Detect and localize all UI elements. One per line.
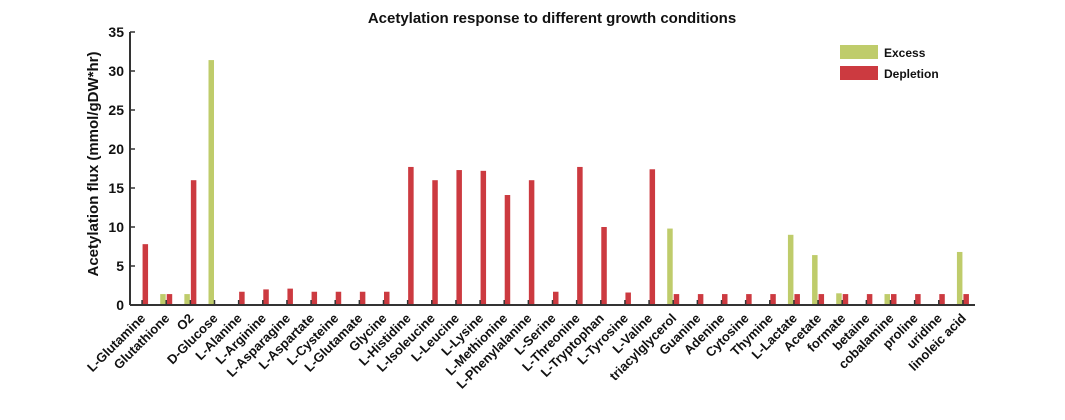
y-tick-label: 5 xyxy=(116,258,124,274)
bar-depletion xyxy=(866,294,873,305)
legend: Excess Depletion xyxy=(840,45,939,81)
bar-depletion xyxy=(794,294,800,305)
bar-depletion xyxy=(818,294,825,305)
bar-depletion xyxy=(722,294,728,305)
bar-excess xyxy=(812,255,818,305)
bar-depletion xyxy=(553,291,559,305)
bar-depletion xyxy=(770,294,776,305)
legend-label-depletion: Depletion xyxy=(884,67,939,81)
bar-depletion xyxy=(190,180,197,305)
bar-excess xyxy=(667,228,673,305)
bar-depletion xyxy=(673,294,680,305)
bar-depletion xyxy=(963,294,969,305)
y-tick-label: 20 xyxy=(108,141,124,157)
bar-excess xyxy=(160,294,166,305)
bar-depletion xyxy=(746,294,752,305)
bar-depletion xyxy=(166,294,173,305)
y-tick-label: 25 xyxy=(108,102,124,118)
y-tick-label: 30 xyxy=(108,63,124,79)
bar-depletion xyxy=(142,244,149,305)
bar-depletion xyxy=(939,294,945,305)
bar-depletion xyxy=(480,170,487,305)
y-tick-label: 10 xyxy=(108,219,124,235)
bar-excess xyxy=(184,294,190,305)
legend-label-excess: Excess xyxy=(884,46,926,60)
bar-depletion xyxy=(697,294,704,305)
y-axis-ticks: 0 5 10 15 20 25 30 35 xyxy=(108,24,135,313)
bar-depletion xyxy=(384,291,390,305)
bar-excess xyxy=(787,234,794,305)
bar-depletion xyxy=(577,166,583,305)
bar-depletion xyxy=(456,170,462,305)
y-axis-label: Acetylation flux (mmol/gDW*hr) xyxy=(85,51,102,276)
bar-depletion xyxy=(625,292,631,305)
bar-excess xyxy=(956,251,963,305)
bar-depletion xyxy=(601,227,607,305)
y-tick-label: 0 xyxy=(116,297,124,313)
bar-excess xyxy=(884,294,890,305)
bar-depletion xyxy=(649,169,656,305)
bar-depletion xyxy=(528,180,535,305)
bar-depletion xyxy=(842,294,849,305)
bar-depletion xyxy=(335,291,342,305)
bars-group xyxy=(142,60,969,305)
bar-excess xyxy=(836,293,842,305)
y-tick-label: 35 xyxy=(108,24,124,40)
bar-depletion xyxy=(359,291,366,305)
bar-excess xyxy=(208,60,214,305)
bar-depletion xyxy=(891,294,897,305)
bar-depletion xyxy=(311,291,318,305)
legend-swatch-depletion xyxy=(840,66,878,80)
bar-depletion xyxy=(915,294,921,305)
bar-depletion xyxy=(408,166,414,305)
bar-depletion xyxy=(263,289,269,305)
legend-swatch-excess xyxy=(840,45,878,59)
chart-title: Acetylation response to different growth… xyxy=(368,10,736,27)
y-tick-label: 15 xyxy=(108,180,124,196)
bar-depletion xyxy=(504,195,511,305)
bar-depletion xyxy=(432,180,438,305)
bar-depletion xyxy=(287,288,293,305)
bar-depletion xyxy=(239,291,245,305)
